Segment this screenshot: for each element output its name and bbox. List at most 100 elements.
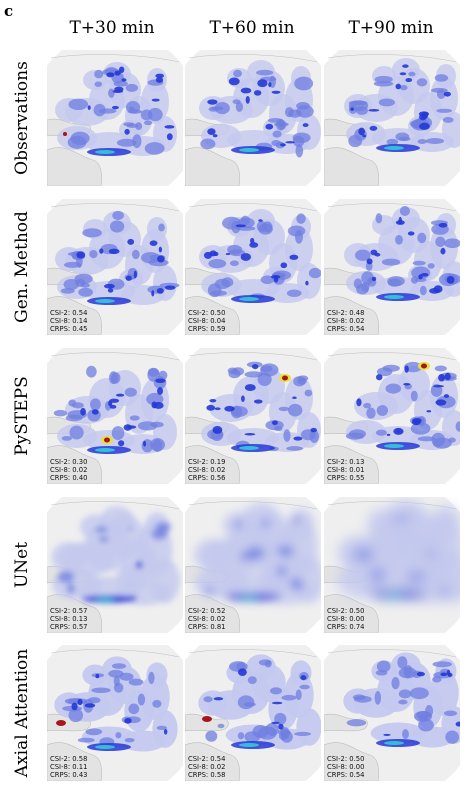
precip-cell (237, 732, 245, 740)
precip-extreme (56, 720, 66, 726)
skill-metrics: CSI-2: 0.19 CSI-8: 0.02 CRPS: 0.56 (188, 458, 225, 482)
precip-cell (296, 708, 321, 746)
precip-cell (443, 710, 458, 717)
crps-score: CRPS: 0.81 (188, 623, 226, 631)
precip-cell (253, 90, 262, 96)
precip-cell (348, 429, 367, 439)
precip-cell (123, 424, 132, 431)
precip-cell (164, 285, 176, 290)
precip-cell (247, 676, 257, 685)
precip-cell (371, 568, 384, 583)
precip-cell (63, 261, 82, 268)
precip-cell (403, 383, 411, 386)
precip-cell (212, 425, 223, 434)
precip-cell (203, 251, 213, 259)
precip-cell (375, 213, 383, 224)
precip-cell (292, 396, 297, 400)
precip-cell (404, 365, 409, 373)
precip-cell (80, 514, 110, 540)
precip-cell (128, 678, 144, 686)
radar-map-svg (47, 50, 183, 186)
land-mass (185, 594, 240, 633)
precip-cell (119, 66, 125, 73)
precip-core (239, 743, 259, 747)
precip-cell (363, 402, 372, 409)
precip-cell (151, 401, 157, 409)
precip-cell (155, 73, 165, 79)
radar-map-r4-c2: CSI-2: 0.52 CSI-8: 0.02 CRPS: 0.81 (185, 497, 321, 633)
land-mass (47, 147, 102, 186)
radar-map-r4-c1: CSI-2: 0.57 CSI-8: 0.13 CRPS: 0.57 (47, 497, 183, 633)
precip-extreme (63, 132, 67, 136)
crps-score: CRPS: 0.58 (188, 771, 226, 779)
skill-metrics: CSI-2: 0.50 CSI-8: 0.00 CRPS: 0.74 (327, 607, 364, 631)
precip-cell (271, 701, 283, 705)
precip-cell (358, 127, 365, 136)
precip-cell (77, 698, 83, 706)
precip-cell (277, 565, 287, 577)
precip-cell (381, 258, 401, 266)
land-mass (185, 147, 240, 186)
precip-cell (410, 422, 431, 435)
precip-cell (285, 227, 313, 271)
precip-cell (137, 693, 146, 706)
land-mass (185, 445, 240, 484)
precip-cell (280, 730, 293, 743)
precip-cell (124, 128, 130, 135)
precip-cell (419, 573, 424, 577)
precip-cell (395, 234, 403, 245)
precip-cell (431, 505, 460, 541)
csi-2-score: CSI-2: 0.50 (327, 755, 365, 763)
precip-cell (245, 95, 250, 104)
precip-cell (280, 262, 288, 269)
radar-map-r3-c2: CSI-2: 0.19 CSI-8: 0.02 CRPS: 0.56 (185, 348, 321, 484)
precip-cell (150, 438, 165, 452)
precip-cell (252, 725, 269, 739)
precip-cell (133, 270, 137, 279)
row-label-observations: Observations (12, 61, 32, 175)
radar-map-svg (185, 348, 321, 484)
coastline (327, 649, 457, 658)
csi-2-score: CSI-2: 0.58 (50, 755, 88, 763)
precip-cell (361, 271, 374, 285)
precip-cell (442, 410, 460, 446)
precip-cell (164, 125, 175, 129)
precip-cell (300, 429, 316, 441)
precip-cell (443, 394, 450, 398)
precip-cell (71, 402, 84, 409)
precip-cell (418, 274, 423, 280)
precip-cell (455, 421, 460, 432)
precip-cell (235, 101, 243, 112)
precip-cell (402, 558, 438, 588)
coastline (50, 203, 180, 212)
radar-map-svg (185, 199, 321, 335)
precip-cell (398, 699, 408, 705)
precip-cell (353, 278, 363, 289)
csi-8-score: CSI-8: 0.04 (188, 317, 226, 325)
precip-cell (233, 69, 242, 78)
precipitation-field (51, 506, 180, 606)
radar-map-r1-c3 (324, 50, 460, 186)
precip-cell (74, 273, 93, 284)
csi-2-score: CSI-2: 0.19 (188, 458, 226, 466)
precip-cell (392, 58, 420, 82)
precip-cell (304, 389, 313, 397)
csi-2-score: CSI-2: 0.54 (188, 755, 226, 763)
precip-cell (157, 387, 164, 395)
precip-cell (375, 429, 387, 436)
radar-map-svg (185, 50, 321, 186)
precip-cell (416, 671, 425, 677)
precip-cell (111, 105, 119, 110)
precip-cell (124, 717, 132, 724)
precip-cell (387, 278, 402, 287)
precip-cell (376, 660, 391, 673)
precip-cell (395, 132, 410, 141)
precip-cell (409, 687, 429, 700)
precip-cell (265, 722, 279, 736)
precipitation-field (55, 210, 180, 305)
precip-cell (446, 669, 451, 676)
precip-cell (125, 101, 141, 114)
precip-cell (355, 249, 371, 261)
radar-map-svg (47, 199, 183, 335)
precip-cell (420, 272, 429, 277)
